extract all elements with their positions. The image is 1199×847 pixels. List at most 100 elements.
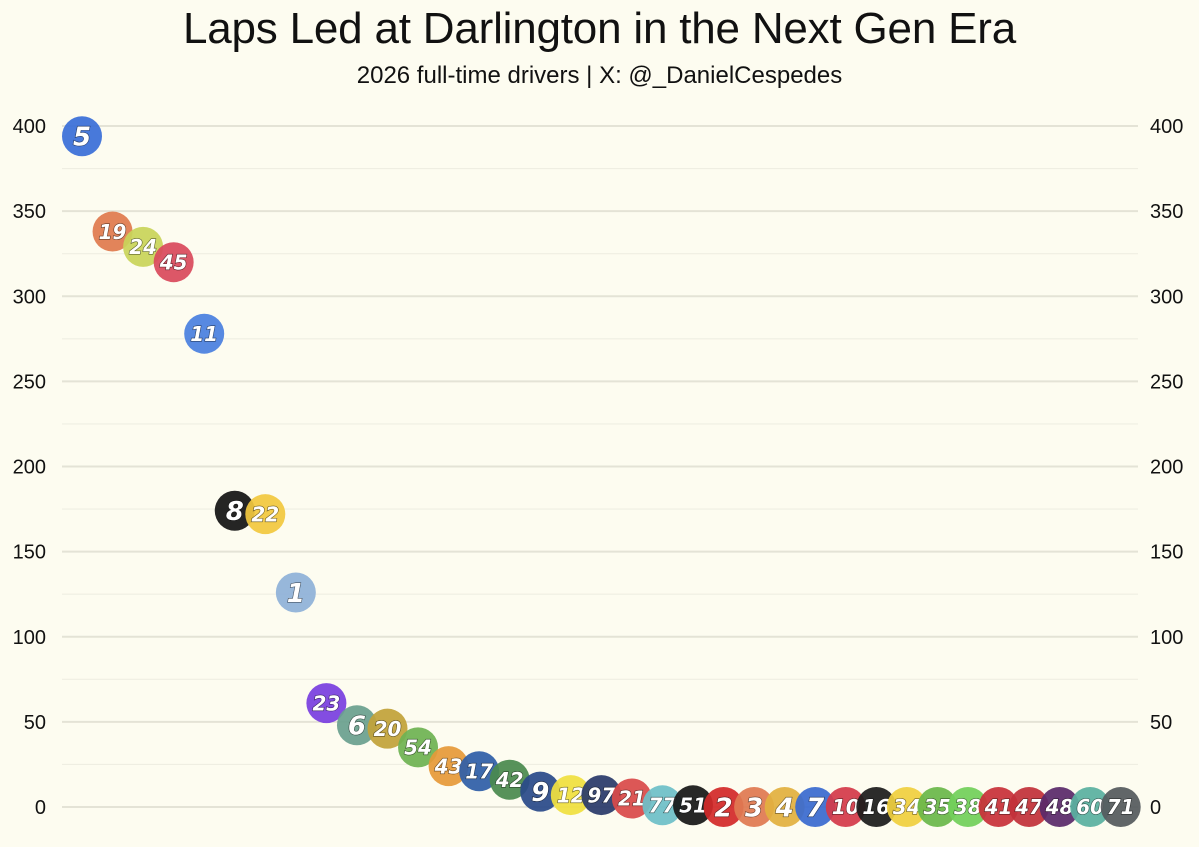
y-axis-right: 0 50 100 150 200 250 300 350 400 bbox=[1150, 116, 1183, 819]
y-tick-label-left: 350 bbox=[13, 201, 46, 223]
data-point: 10 bbox=[825, 787, 866, 827]
car-number-label: 7 bbox=[806, 793, 825, 823]
data-point-marker bbox=[581, 775, 622, 816]
car-number-label: 4 bbox=[775, 793, 794, 823]
data-point: 97 bbox=[581, 775, 622, 816]
car-number-label: 2 bbox=[715, 793, 733, 823]
data-point: 71 bbox=[1100, 787, 1141, 827]
data-point-marker bbox=[62, 116, 102, 157]
car-number-label: 6 bbox=[348, 712, 366, 742]
y-tick-label-right: 300 bbox=[1150, 286, 1183, 308]
data-point-marker bbox=[489, 759, 530, 800]
data-point: 11 bbox=[184, 313, 225, 354]
car-number-label: 48 bbox=[1045, 795, 1074, 819]
car-number-label: 34 bbox=[893, 795, 921, 819]
car-number-label: 77 bbox=[649, 793, 677, 817]
car-number-label: 38 bbox=[954, 795, 982, 819]
data-point-marker bbox=[123, 226, 164, 267]
data-point-marker bbox=[886, 787, 927, 827]
car-number-label: 97 bbox=[587, 783, 615, 807]
y-tick-label-left: 150 bbox=[13, 542, 46, 564]
data-point: 42 bbox=[489, 759, 530, 800]
data-point-marker bbox=[1100, 787, 1141, 827]
chart-title: Laps Led at Darlington in the Next Gen E… bbox=[183, 4, 1016, 53]
y-tick-label-right: 200 bbox=[1150, 457, 1183, 479]
data-point-marker bbox=[275, 572, 316, 613]
car-number-label: 35 bbox=[923, 795, 951, 819]
data-point: 60 bbox=[1070, 787, 1111, 827]
car-number-label: 9 bbox=[531, 778, 549, 808]
data-point-marker bbox=[459, 751, 500, 792]
y-tick-label-left: 200 bbox=[13, 457, 46, 479]
car-number-label: 1 bbox=[287, 579, 305, 609]
data-point: 1 bbox=[275, 572, 316, 613]
data-point-marker bbox=[520, 771, 561, 812]
data-point-marker bbox=[642, 785, 683, 826]
data-point: 22 bbox=[245, 494, 286, 535]
car-number-label: 51 bbox=[679, 793, 707, 817]
car-number-label: 60 bbox=[1076, 795, 1104, 819]
data-point-marker bbox=[428, 746, 469, 787]
data-point: 48 bbox=[1039, 787, 1080, 827]
data-point-marker bbox=[1009, 787, 1050, 827]
gridlines bbox=[62, 125, 1138, 808]
y-tick-label-left: 0 bbox=[35, 797, 46, 819]
y-axis-left: 0 50 100 150 200 250 300 350 400 bbox=[13, 116, 46, 819]
data-point: 7 bbox=[795, 787, 836, 827]
data-point-marker bbox=[673, 785, 713, 826]
data-point: 43 bbox=[428, 746, 469, 787]
car-number-label: 22 bbox=[251, 502, 279, 526]
y-tick-label-left: 50 bbox=[24, 712, 46, 734]
y-tick-label-right: 250 bbox=[1150, 371, 1183, 393]
data-point-marker bbox=[734, 787, 775, 827]
data-point: 21 bbox=[611, 778, 652, 819]
data-point: 47 bbox=[1009, 787, 1050, 827]
data-point: 17 bbox=[459, 751, 500, 792]
data-point-marker bbox=[703, 787, 744, 827]
data-point: 19 bbox=[92, 211, 133, 252]
data-point: 77 bbox=[642, 785, 683, 826]
y-tick-label-right: 400 bbox=[1150, 116, 1183, 138]
data-point: 35 bbox=[917, 787, 958, 827]
data-point: 54 bbox=[398, 727, 439, 768]
car-number-label: 10 bbox=[832, 795, 860, 819]
data-point-marker bbox=[367, 708, 408, 749]
data-point: 9 bbox=[520, 771, 561, 812]
data-point-marker bbox=[1070, 787, 1111, 827]
car-number-label: 47 bbox=[1014, 795, 1043, 819]
data-point: 23 bbox=[306, 683, 347, 724]
car-number-label: 17 bbox=[465, 759, 493, 783]
data-point-marker bbox=[856, 787, 897, 827]
y-tick-label-right: 50 bbox=[1150, 712, 1172, 734]
car-number-label: 43 bbox=[434, 754, 463, 778]
car-number-label: 11 bbox=[190, 322, 218, 346]
car-number-label: 20 bbox=[374, 717, 402, 741]
car-number-label: 71 bbox=[1107, 795, 1135, 819]
car-number-label: 42 bbox=[495, 768, 524, 792]
data-point-marker bbox=[306, 683, 347, 724]
data-point-marker bbox=[764, 787, 805, 827]
y-tick-label-right: 350 bbox=[1150, 201, 1183, 223]
y-tick-label-right: 100 bbox=[1150, 627, 1183, 649]
data-point-marker bbox=[917, 787, 958, 827]
car-number-label: 45 bbox=[159, 250, 188, 274]
car-number-label: 41 bbox=[984, 795, 1013, 819]
car-number-label: 24 bbox=[129, 235, 157, 259]
car-number-label: 5 bbox=[73, 123, 91, 153]
data-point-marker bbox=[214, 490, 255, 531]
data-point-marker bbox=[795, 787, 836, 827]
chart-subtitle: 2026 full-time drivers | X: @_DanielCesp… bbox=[356, 62, 843, 89]
data-point-marker bbox=[611, 778, 652, 819]
data-point-marker bbox=[92, 211, 133, 252]
data-point-marker bbox=[245, 494, 286, 535]
data-point-marker bbox=[336, 705, 377, 746]
car-number-label: 8 bbox=[226, 497, 244, 527]
data-point: 24 bbox=[123, 226, 164, 267]
car-number-label: 19 bbox=[99, 220, 127, 244]
data-point: 51 bbox=[673, 785, 713, 826]
car-number-label: 3 bbox=[745, 793, 763, 823]
data-point-marker bbox=[825, 787, 866, 827]
data-point-marker bbox=[550, 775, 591, 816]
